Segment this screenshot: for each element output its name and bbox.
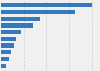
Bar [1, 3, 92, 7]
Bar [1, 64, 6, 68]
Bar [1, 30, 21, 34]
Bar [1, 50, 11, 54]
Bar [1, 37, 16, 41]
Bar [1, 57, 9, 61]
Bar [1, 23, 33, 28]
Bar [1, 17, 40, 21]
Bar [1, 10, 75, 14]
Bar [1, 43, 14, 48]
